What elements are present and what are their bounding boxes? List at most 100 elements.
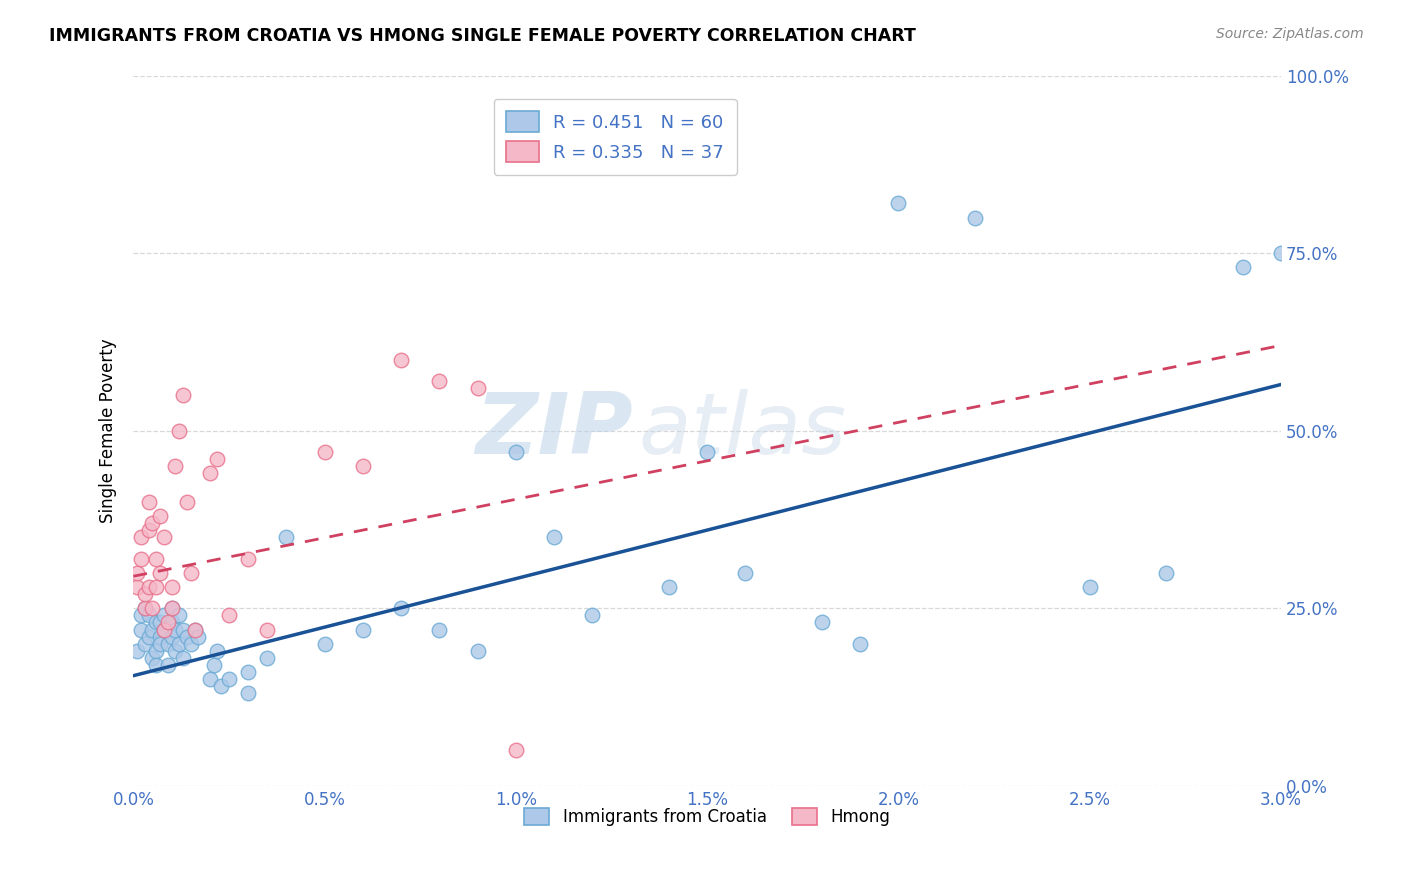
Point [138,630,160,644]
Point [153,530,176,544]
Point [160,601,183,615]
Point [153,623,176,637]
Point [141,651,163,665]
Point [314,637,336,651]
Point [202,658,225,673]
Point [145,658,167,673]
Point [352,459,374,474]
Point [149,630,172,644]
Point [389,352,412,367]
Point [153,608,176,623]
Point [187,630,209,644]
Point [811,615,834,630]
Point [256,623,278,637]
Point [165,459,187,474]
Point [183,623,205,637]
Point [314,445,336,459]
Point [156,615,179,630]
Legend: Immigrants from Croatia, Hmong: Immigrants from Croatia, Hmong [516,799,898,834]
Point [467,644,489,658]
Text: IMMIGRANTS FROM CROATIA VS HMONG SINGLE FEMALE POVERTY CORRELATION CHART: IMMIGRANTS FROM CROATIA VS HMONG SINGLE … [49,27,917,45]
Text: Source: ZipAtlas.com: Source: ZipAtlas.com [1216,27,1364,41]
Point [183,623,205,637]
Point [849,637,872,651]
Point [180,637,202,651]
Point [467,381,489,395]
Point [236,686,259,700]
Point [138,580,160,594]
Point [218,672,240,686]
Point [134,587,156,601]
Point [165,623,187,637]
Text: atlas: atlas [638,389,846,472]
Point [145,551,167,566]
Point [141,516,163,530]
Point [276,530,298,544]
Point [505,445,527,459]
Point [887,196,910,211]
Point [505,743,527,757]
Point [145,644,167,658]
Point [427,374,450,388]
Point [145,580,167,594]
Point [134,637,156,651]
Point [156,658,179,673]
Point [160,580,183,594]
Point [127,580,149,594]
Point [209,679,232,693]
Point [218,608,240,623]
Point [127,566,149,580]
Point [543,530,565,544]
Point [176,494,198,508]
Point [172,651,194,665]
Point [167,424,190,438]
Point [581,608,603,623]
Point [389,601,412,615]
Point [160,601,183,615]
Point [165,644,187,658]
Y-axis label: Single Female Poverty: Single Female Poverty [100,338,117,523]
Point [236,665,259,680]
Point [149,566,172,580]
Point [141,601,163,615]
Point [1232,260,1254,275]
Point [176,630,198,644]
Point [127,644,149,658]
Point [198,672,221,686]
Point [236,551,259,566]
Point [172,623,194,637]
Point [1078,580,1101,594]
Point [160,615,183,630]
Point [696,445,718,459]
Point [141,623,163,637]
Point [149,637,172,651]
Point [427,623,450,637]
Point [167,608,190,623]
Point [138,523,160,537]
Point [172,388,194,402]
Point [207,644,229,658]
Point [207,452,229,467]
Point [138,608,160,623]
Point [180,566,202,580]
Point [149,615,172,630]
Point [129,530,152,544]
Point [1270,246,1292,260]
Point [149,508,172,523]
Point [138,494,160,508]
Point [658,580,681,594]
Point [167,637,190,651]
Point [153,623,176,637]
Point [352,623,374,637]
Point [963,211,986,225]
Point [1154,566,1177,580]
Point [129,551,152,566]
Point [129,623,152,637]
Point [256,651,278,665]
Text: ZIP: ZIP [475,389,633,472]
Point [160,630,183,644]
Point [134,601,156,615]
Point [156,637,179,651]
Point [129,608,152,623]
Point [145,615,167,630]
